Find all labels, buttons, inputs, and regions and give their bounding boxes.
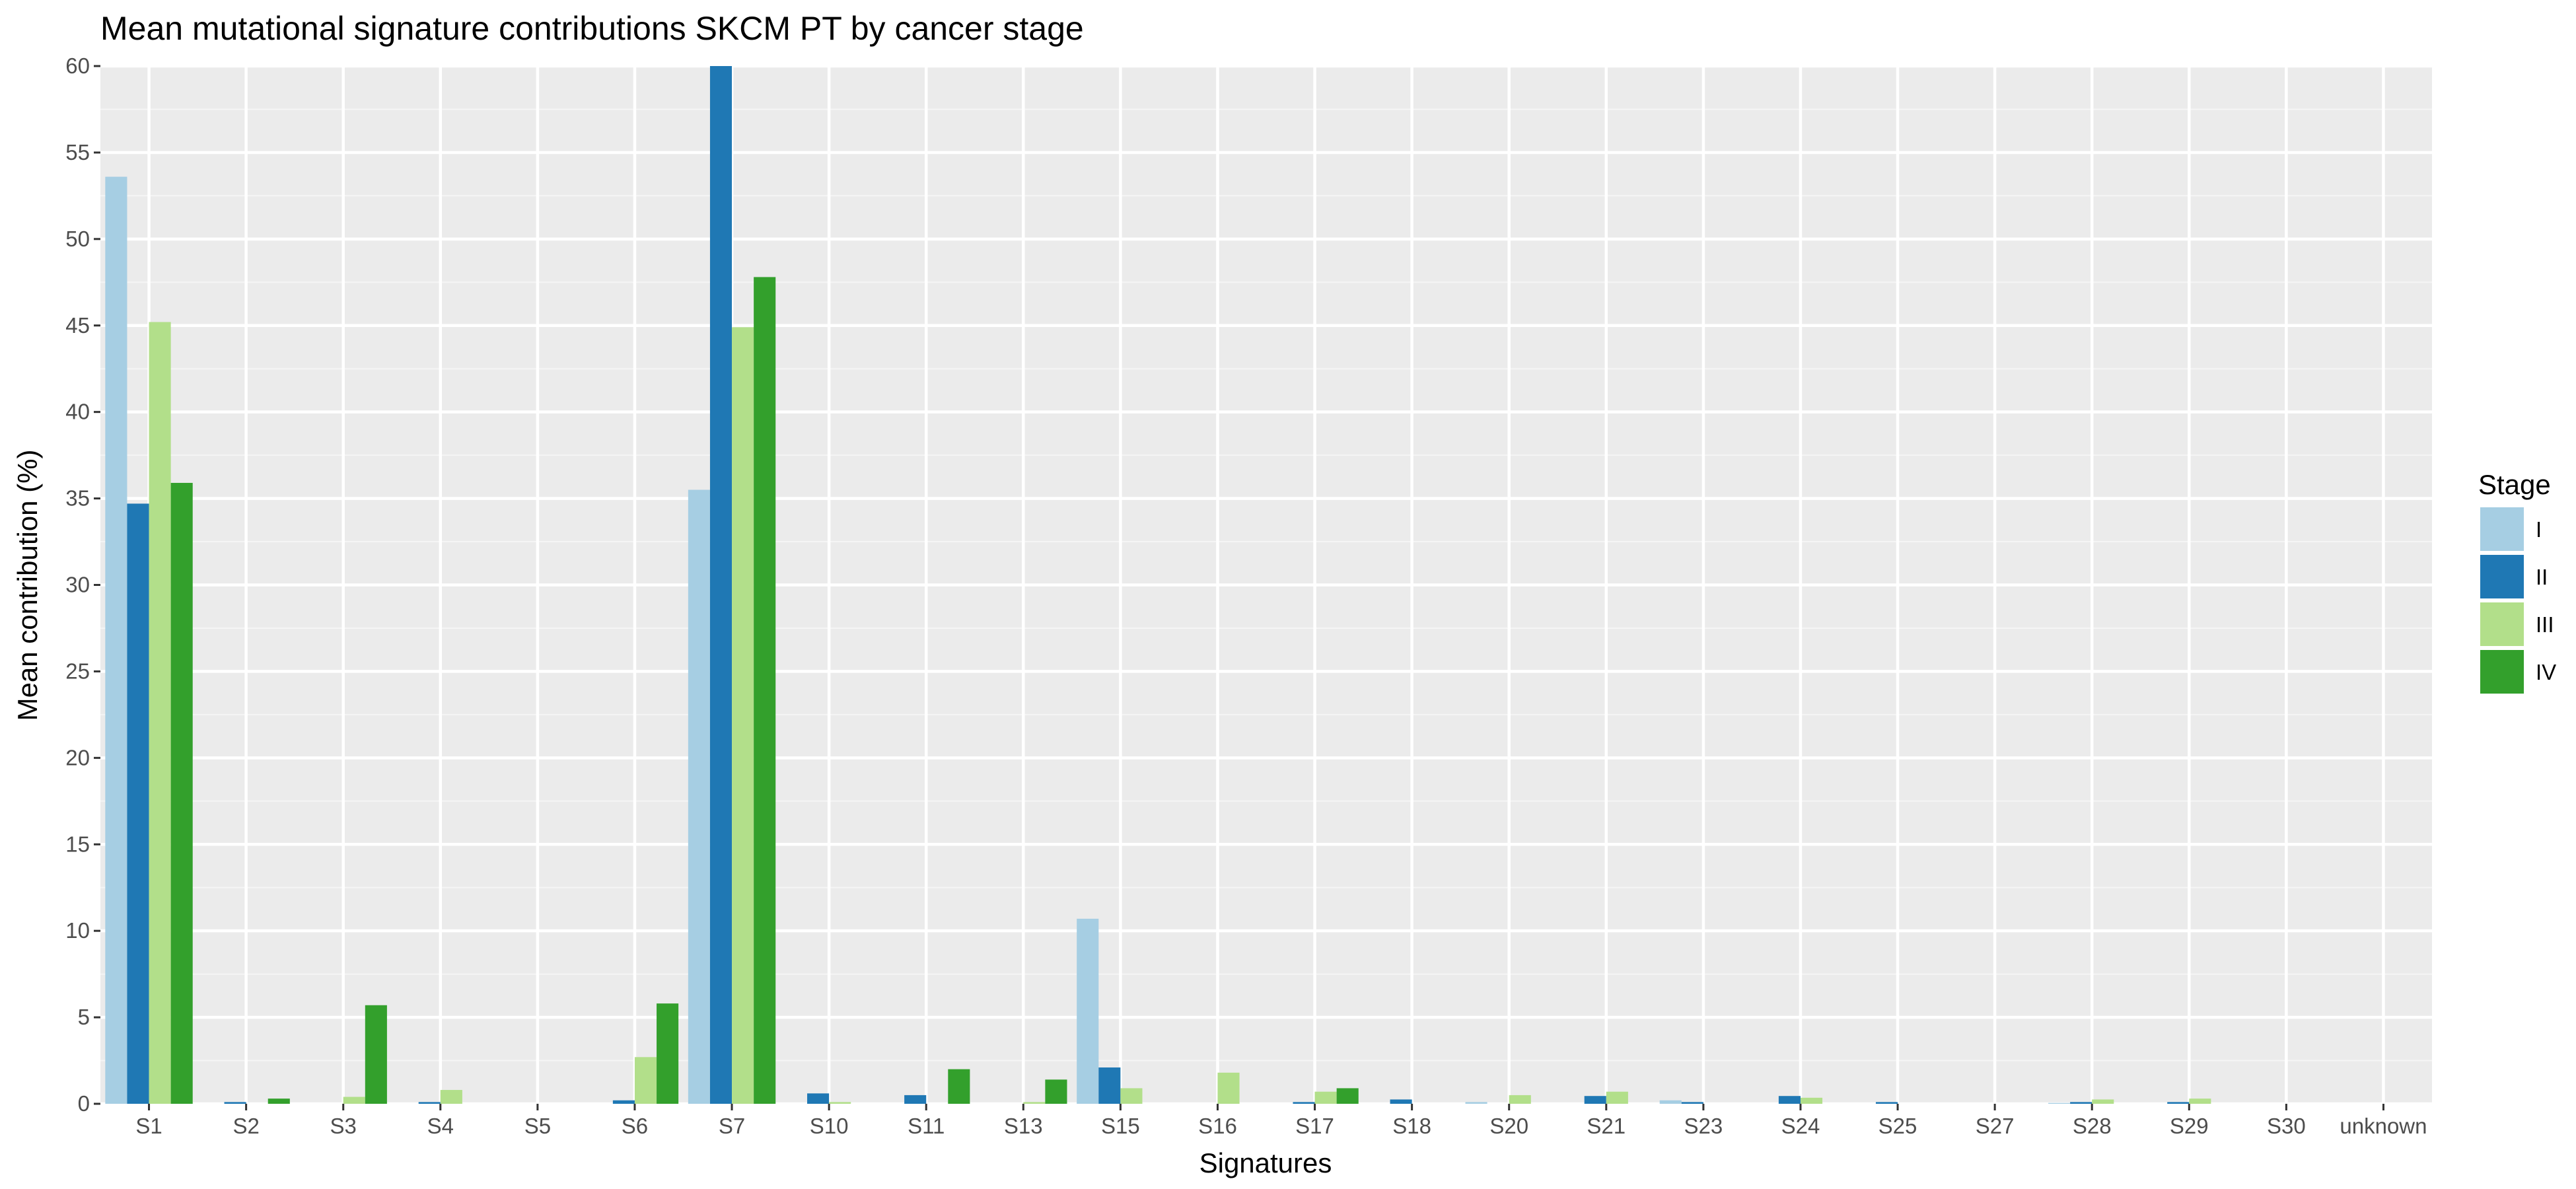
bar-IV-S7 (754, 277, 776, 1104)
bar-III-S29 (2189, 1099, 2211, 1104)
x-tick-label: S30 (2267, 1114, 2306, 1138)
x-tick-label: S24 (1781, 1114, 1820, 1138)
y-tick-label: 10 (65, 918, 90, 943)
y-tick-label: 50 (65, 227, 90, 251)
plot-panel (100, 64, 2432, 1106)
legend-label-I: I (2536, 517, 2542, 542)
bar-III-S13 (1023, 1102, 1046, 1104)
bar-I-S15 (1077, 918, 1099, 1104)
y-tick-label: 20 (65, 745, 90, 770)
bar-II-S29 (2167, 1102, 2190, 1104)
x-tick-label: S18 (1392, 1114, 1431, 1138)
y-tick-label: 30 (65, 573, 90, 597)
legend-key-III (2480, 602, 2524, 646)
x-tick-label: S20 (1489, 1114, 1528, 1138)
x-tick-label: unknown (2340, 1114, 2427, 1138)
bar-III-S4 (440, 1090, 462, 1104)
bar-III-S6 (634, 1057, 657, 1104)
bar-II-S25 (1875, 1102, 1898, 1104)
bar-II-S15 (1098, 1067, 1121, 1104)
bar-III-S17 (1314, 1091, 1337, 1104)
bar-II-S17 (1293, 1102, 1315, 1104)
y-tick-label: 60 (65, 54, 90, 78)
bar-III-S20 (1509, 1095, 1531, 1104)
y-tick-label: 0 (78, 1091, 90, 1116)
bar-II-S28 (2070, 1102, 2093, 1104)
x-tick-label: S27 (1976, 1114, 2015, 1138)
bar-II-S11 (904, 1095, 927, 1104)
bar-IV-S1 (170, 483, 193, 1104)
chart-title: Mean mutational signature contributions … (100, 10, 1084, 47)
y-tick-label: 45 (65, 313, 90, 338)
bar-II-S1 (127, 503, 149, 1104)
bar-III-S16 (1217, 1072, 1240, 1104)
x-tick-label: S16 (1198, 1114, 1237, 1138)
bar-I-S7 (688, 489, 710, 1104)
bar-III-S15 (1120, 1088, 1143, 1104)
x-tick-label: S6 (622, 1114, 648, 1138)
x-tick-label: S15 (1101, 1114, 1140, 1138)
bar-IV-S11 (948, 1069, 970, 1104)
bar-I-S20 (1465, 1102, 1487, 1104)
legend-title: Stage (2478, 469, 2551, 500)
x-tick-label: S10 (810, 1114, 849, 1138)
bar-I-S28 (2048, 1102, 2071, 1104)
bar-IV-S13 (1045, 1079, 1067, 1104)
y-tick-label: 25 (65, 659, 90, 683)
bar-IV-S6 (657, 1003, 679, 1104)
bar-III-S24 (1800, 1097, 1823, 1104)
bar-III-S21 (1606, 1091, 1628, 1104)
bar-II-S2 (224, 1102, 246, 1104)
bar-IV-S2 (268, 1099, 290, 1104)
x-tick-label: S17 (1295, 1114, 1334, 1138)
bar-III-S7 (732, 327, 754, 1104)
legend-label-IV: IV (2536, 660, 2556, 684)
legend-key-I (2480, 507, 2524, 551)
legend-label-III: III (2536, 612, 2554, 637)
bar-II-S7 (709, 66, 733, 1104)
y-tick-label: 40 (65, 400, 90, 424)
y-axis-title: Mean contribution (%) (12, 450, 43, 721)
x-tick-label: S3 (330, 1114, 357, 1138)
x-tick-label: S21 (1587, 1114, 1626, 1138)
bar-II-S23 (1681, 1102, 1703, 1104)
x-tick-label: S13 (1004, 1114, 1043, 1138)
bar-I-S23 (1659, 1100, 1682, 1104)
x-tick-label: S2 (233, 1114, 259, 1138)
x-tick-label: S1 (135, 1114, 162, 1138)
x-tick-label: S28 (2073, 1114, 2112, 1138)
x-tick-label: S25 (1878, 1114, 1917, 1138)
bar-II-S10 (807, 1093, 830, 1104)
y-tick-label: 5 (78, 1005, 90, 1029)
bar-III-S1 (149, 322, 171, 1104)
y-tick-label: 15 (65, 832, 90, 856)
x-axis-title: Signatures (1199, 1147, 1332, 1178)
bars-group (105, 66, 2211, 1104)
x-tick-label: S29 (2170, 1114, 2209, 1138)
bar-II-S4 (418, 1102, 441, 1104)
x-tick-label: S5 (524, 1114, 551, 1138)
legend-key-II (2480, 555, 2524, 598)
bar-IV-S17 (1336, 1088, 1359, 1104)
y-tick-label: 35 (65, 486, 90, 511)
x-tick-label: S7 (719, 1114, 745, 1138)
bar-II-S6 (612, 1100, 635, 1104)
x-tick-label: S4 (427, 1114, 454, 1138)
bar-III-S28 (2092, 1099, 2114, 1104)
legend-label-II: II (2536, 565, 2548, 589)
bar-IV-S3 (365, 1005, 387, 1104)
y-tick-label: 55 (65, 140, 90, 164)
bar-II-S24 (1778, 1096, 1801, 1104)
legend-key-IV (2480, 650, 2524, 694)
bar-I-S1 (105, 176, 127, 1104)
x-tick-label: S11 (908, 1114, 945, 1138)
bar-II-S21 (1584, 1096, 1606, 1104)
bar-III-S3 (343, 1097, 365, 1104)
bar-III-S10 (829, 1102, 851, 1104)
bar-II-S18 (1390, 1099, 1412, 1104)
x-tick-label: S23 (1684, 1114, 1723, 1138)
axes-group: 0 5 10 15 20 25 30 35 40 45 50 55 60 S1 S2 S3 S4 S5 S6 S7 S1… (65, 54, 2427, 1138)
